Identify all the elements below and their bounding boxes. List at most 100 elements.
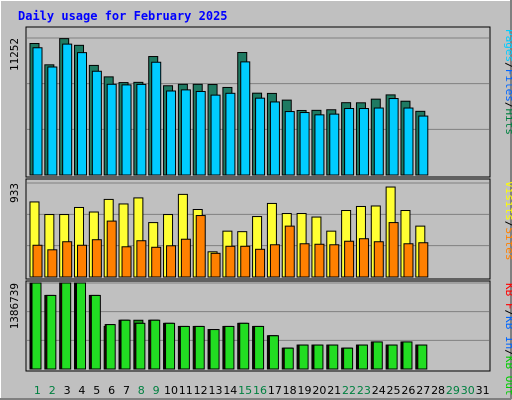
legend-entry: Hits: [503, 109, 512, 136]
bar-kb-out-day-18: [283, 347, 294, 370]
bar-kb-out-day-4: [76, 282, 87, 370]
bar-sites-day-2: [47, 249, 58, 278]
y-max-label: 933: [8, 183, 21, 203]
bar-pages-day-18: [284, 111, 295, 176]
bar-sites-day-26: [403, 243, 414, 278]
bar-sites-day-19: [299, 243, 310, 278]
bar-sites-day-9: [151, 246, 162, 278]
bar-sites-day-23: [358, 238, 369, 278]
bar-sites-day-7: [121, 246, 132, 278]
legend-entry: KB Out: [503, 356, 512, 396]
bar-sites-day-4: [77, 244, 88, 278]
bar-pages-day-10: [166, 90, 177, 176]
bar-pages-day-27: [418, 115, 429, 176]
bar-kb-out-day-14: [224, 325, 235, 370]
bar-sites-day-20: [314, 243, 325, 278]
x-tick-label: 27: [416, 384, 430, 397]
bar-kb-out-day-5: [90, 294, 101, 370]
bar-sites-day-6: [106, 220, 117, 278]
x-tick-label: 13: [208, 384, 222, 397]
bar-pages-day-4: [77, 52, 88, 176]
x-tick-label: 2: [49, 384, 56, 397]
bar-pages-day-7: [121, 84, 132, 176]
bar-kb-out-day-3: [61, 282, 72, 370]
legend-entry: Visits: [503, 181, 512, 221]
bar-kb-out-day-10: [165, 322, 176, 370]
legend-separator: /: [503, 221, 512, 228]
bar-kb-out-day-27: [417, 344, 428, 370]
bar-pages-day-2: [47, 66, 58, 176]
bar-pages-day-21: [329, 113, 340, 176]
bar-sites-day-18: [284, 225, 295, 278]
x-tick-label: 25: [387, 384, 401, 397]
bar-sites-day-8: [136, 240, 147, 278]
bar-pages-day-14: [225, 92, 236, 176]
bar-pages-day-15: [240, 61, 251, 176]
x-tick-label: 8: [138, 384, 145, 397]
bar-kb-out-day-13: [209, 329, 220, 370]
bar-pages-day-5: [91, 70, 102, 176]
bar-sites-day-21: [329, 244, 340, 278]
bar-kb-out-day-7: [120, 319, 131, 370]
bar-pages-day-20: [314, 114, 325, 176]
x-tick-label: 14: [223, 384, 237, 397]
x-tick-label: 22: [342, 384, 356, 397]
legend: KB F/KB In/KB Out: [503, 283, 512, 396]
x-tick-label: 17: [268, 384, 282, 397]
legend-separator: /: [503, 62, 512, 69]
bar-kb-out-day-1: [31, 282, 42, 370]
bar-sites-day-25: [388, 222, 399, 278]
legend-entry: Files: [503, 69, 512, 102]
bar-sites-day-24: [373, 241, 384, 278]
bar-kb-out-day-12: [194, 325, 205, 370]
y-max-label: 1386739: [8, 283, 21, 329]
x-tick-label: 24: [372, 384, 386, 397]
bar-sites-day-13: [210, 252, 221, 278]
bar-sites-day-27: [418, 242, 429, 278]
legend: Visits/Sites: [503, 181, 512, 261]
bar-kb-out-day-21: [328, 344, 339, 370]
bar-sites-day-12: [195, 215, 206, 278]
bar-pages-day-9: [151, 61, 162, 176]
bar-sites-day-22: [344, 240, 355, 278]
legend-entry: KB F: [503, 283, 512, 310]
bar-kb-out-day-22: [343, 347, 354, 370]
x-axis: 1 2 3 4 5 6 7 8 9 10 11 12 13 14 15 16 17 18 19 20 21 22 23 24 2…: [34, 384, 490, 397]
x-tick-label: 11: [179, 384, 193, 397]
bar-pages-day-25: [388, 98, 399, 176]
bar-pages-day-23: [358, 108, 369, 176]
bar-kb-out-day-9: [150, 319, 161, 370]
bar-kb-out-day-23: [357, 344, 368, 370]
x-tick-label: 23: [357, 384, 371, 397]
x-tick-label: 29: [446, 384, 460, 397]
x-tick-label: 18: [283, 384, 297, 397]
bar-pages-day-6: [106, 83, 117, 176]
x-tick-label: 5: [93, 384, 100, 397]
bar-kb-out-day-24: [372, 341, 383, 370]
legend-separator: /: [503, 349, 512, 356]
bar-pages-day-12: [195, 90, 206, 176]
bar-kb-out-day-6: [105, 324, 116, 370]
bar-kb-out-day-8: [135, 322, 146, 370]
x-tick-label: 9: [153, 384, 160, 397]
bar-sites-day-14: [225, 245, 236, 278]
x-tick-label: 19: [298, 384, 312, 397]
bar-pages-day-26: [403, 107, 414, 176]
bar-pages-day-3: [62, 43, 73, 176]
x-tick-label: 10: [164, 384, 178, 397]
bar-pages-day-1: [32, 47, 43, 176]
legend-separator: /: [503, 310, 512, 317]
x-tick-label: 4: [78, 384, 85, 397]
x-tick-label: 15: [238, 384, 252, 397]
y-max-label: 11252: [8, 38, 21, 71]
bar-kb-out-day-19: [298, 344, 309, 370]
bar-kb-out-day-17: [268, 335, 279, 370]
bar-pages-day-22: [344, 108, 355, 176]
bar-sites-day-15: [240, 245, 251, 278]
panel-2: 933 Visits/Sites: [8, 178, 512, 280]
x-tick-label: 30: [461, 384, 475, 397]
legend-entry: Pages: [503, 29, 512, 62]
bar-pages-day-11: [180, 89, 191, 176]
x-tick-label: 20: [312, 384, 326, 397]
